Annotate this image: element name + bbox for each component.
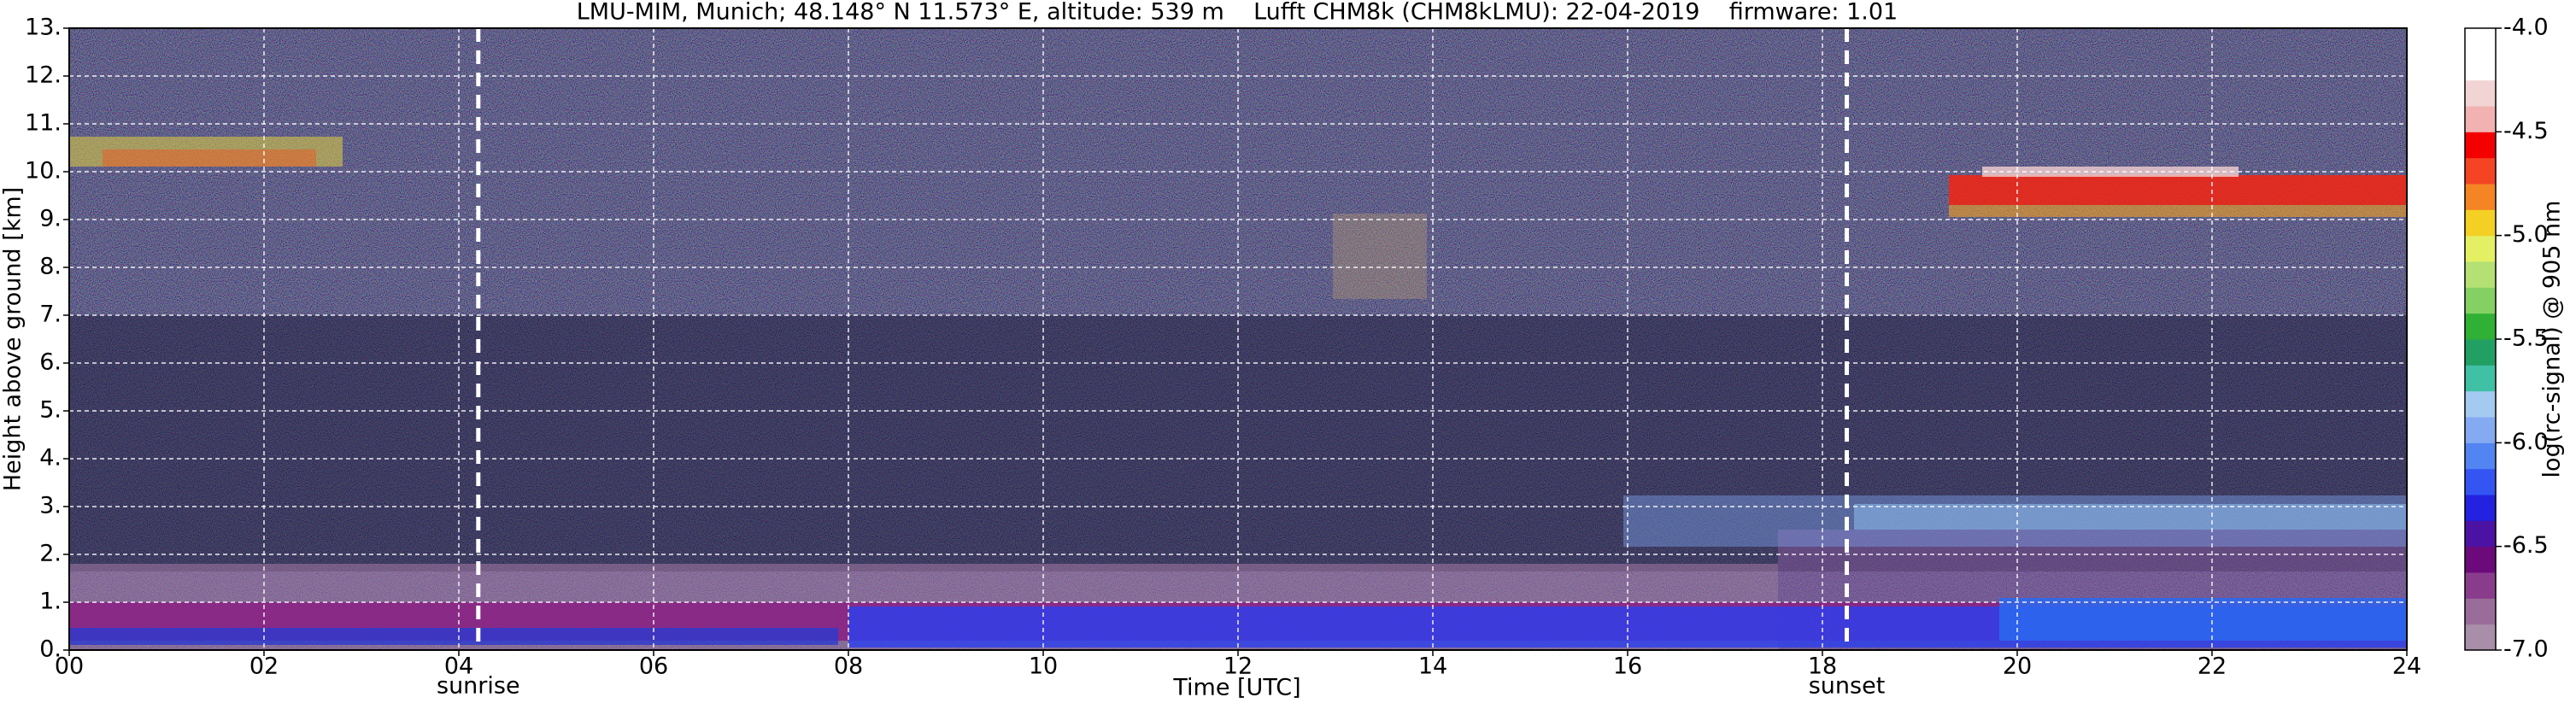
y-tick-label: 0. <box>39 636 62 663</box>
colorbar-segment <box>2465 442 2496 470</box>
x-tick-label: 10 <box>1029 653 1058 680</box>
annotation-label: sunset <box>1809 673 1886 700</box>
colorbar-segment <box>2465 79 2496 107</box>
chart-title: LMU-MIM, Munich; 48.148° N 11.573° E, al… <box>577 0 1898 26</box>
x-tick-label: 04 <box>444 653 473 680</box>
colorbar-tick-label: -6.5 <box>2503 532 2549 559</box>
x-tick-label: 24 <box>2392 653 2421 680</box>
x-tick-label: 16 <box>1613 653 1642 680</box>
y-tick-label: 5. <box>39 397 62 424</box>
x-tick-label: 08 <box>834 653 863 680</box>
colorbar-segment <box>2465 261 2496 288</box>
y-tick-label: 7. <box>39 302 62 328</box>
colorbar-tick-label: -6.0 <box>2503 429 2549 455</box>
colorbar-tick-label: -5.5 <box>2503 325 2549 352</box>
y-tick-label: 6. <box>39 349 62 376</box>
colorbar-segment <box>2465 365 2496 392</box>
plot-frame <box>68 27 2408 651</box>
colorbar-segment <box>2465 624 2496 651</box>
y-tick-label: 1. <box>39 589 62 615</box>
colorbar-segment <box>2465 106 2496 132</box>
x-tick-label: 20 <box>2003 653 2032 680</box>
y-tick-label: 11. <box>25 110 62 137</box>
colorbar-segment <box>2465 546 2496 573</box>
colorbar-segment <box>2465 520 2496 548</box>
colorbar-segment <box>2465 572 2496 599</box>
colorbar-segment <box>2465 417 2496 443</box>
colorbar-segment <box>2465 54 2496 81</box>
colorbar-segment <box>2465 313 2496 340</box>
colorbar-tick-label: -4.0 <box>2503 15 2549 41</box>
y-tick-label: 3. <box>39 493 62 519</box>
colorbar-segment <box>2465 209 2496 237</box>
x-tick-label: 02 <box>249 653 279 680</box>
x-tick-label: 12 <box>1223 653 1253 680</box>
x-tick-label: 18 <box>1808 653 1837 680</box>
colorbar-frame <box>2464 27 2497 651</box>
colorbar-segment <box>2465 184 2496 210</box>
colorbar-segment <box>2465 28 2496 55</box>
annotation-label: sunrise <box>437 673 520 700</box>
y-tick-label: 12. <box>25 62 62 89</box>
y-tick-label: 8. <box>39 254 62 280</box>
colorbar-label: log(rc-signal) @ 905 nm <box>2539 201 2566 478</box>
colorbar-segment <box>2465 598 2496 625</box>
colorbar-tick-label: -5.0 <box>2503 221 2549 248</box>
colorbar-tick-label: -4.5 <box>2503 118 2549 144</box>
y-tick-label: 4. <box>39 445 62 472</box>
colorbar-segment <box>2465 390 2496 418</box>
colorbar-segment <box>2465 287 2496 314</box>
colorbar-tick-label: -7.0 <box>2503 636 2549 663</box>
x-tick-label: 22 <box>2198 653 2227 680</box>
y-tick-label: 10. <box>25 158 62 185</box>
y-tick-label: 2. <box>39 541 62 567</box>
colorbar-segment <box>2465 468 2496 495</box>
colorbar-segment <box>2465 157 2496 185</box>
x-axis-label: Time [UTC] <box>1172 675 1300 701</box>
y-axis-label: Height above ground [km] <box>0 187 26 491</box>
y-tick-label: 13. <box>25 15 62 41</box>
x-tick-label: 06 <box>639 653 668 680</box>
colorbar-segment <box>2465 339 2496 366</box>
y-tick-label: 9. <box>39 206 62 232</box>
x-tick-label: 14 <box>1418 653 1447 680</box>
x-tick-label: 00 <box>55 653 84 680</box>
colorbar-segment <box>2465 132 2496 159</box>
colorbar-segment <box>2465 235 2496 262</box>
colorbar-segment <box>2465 495 2496 521</box>
